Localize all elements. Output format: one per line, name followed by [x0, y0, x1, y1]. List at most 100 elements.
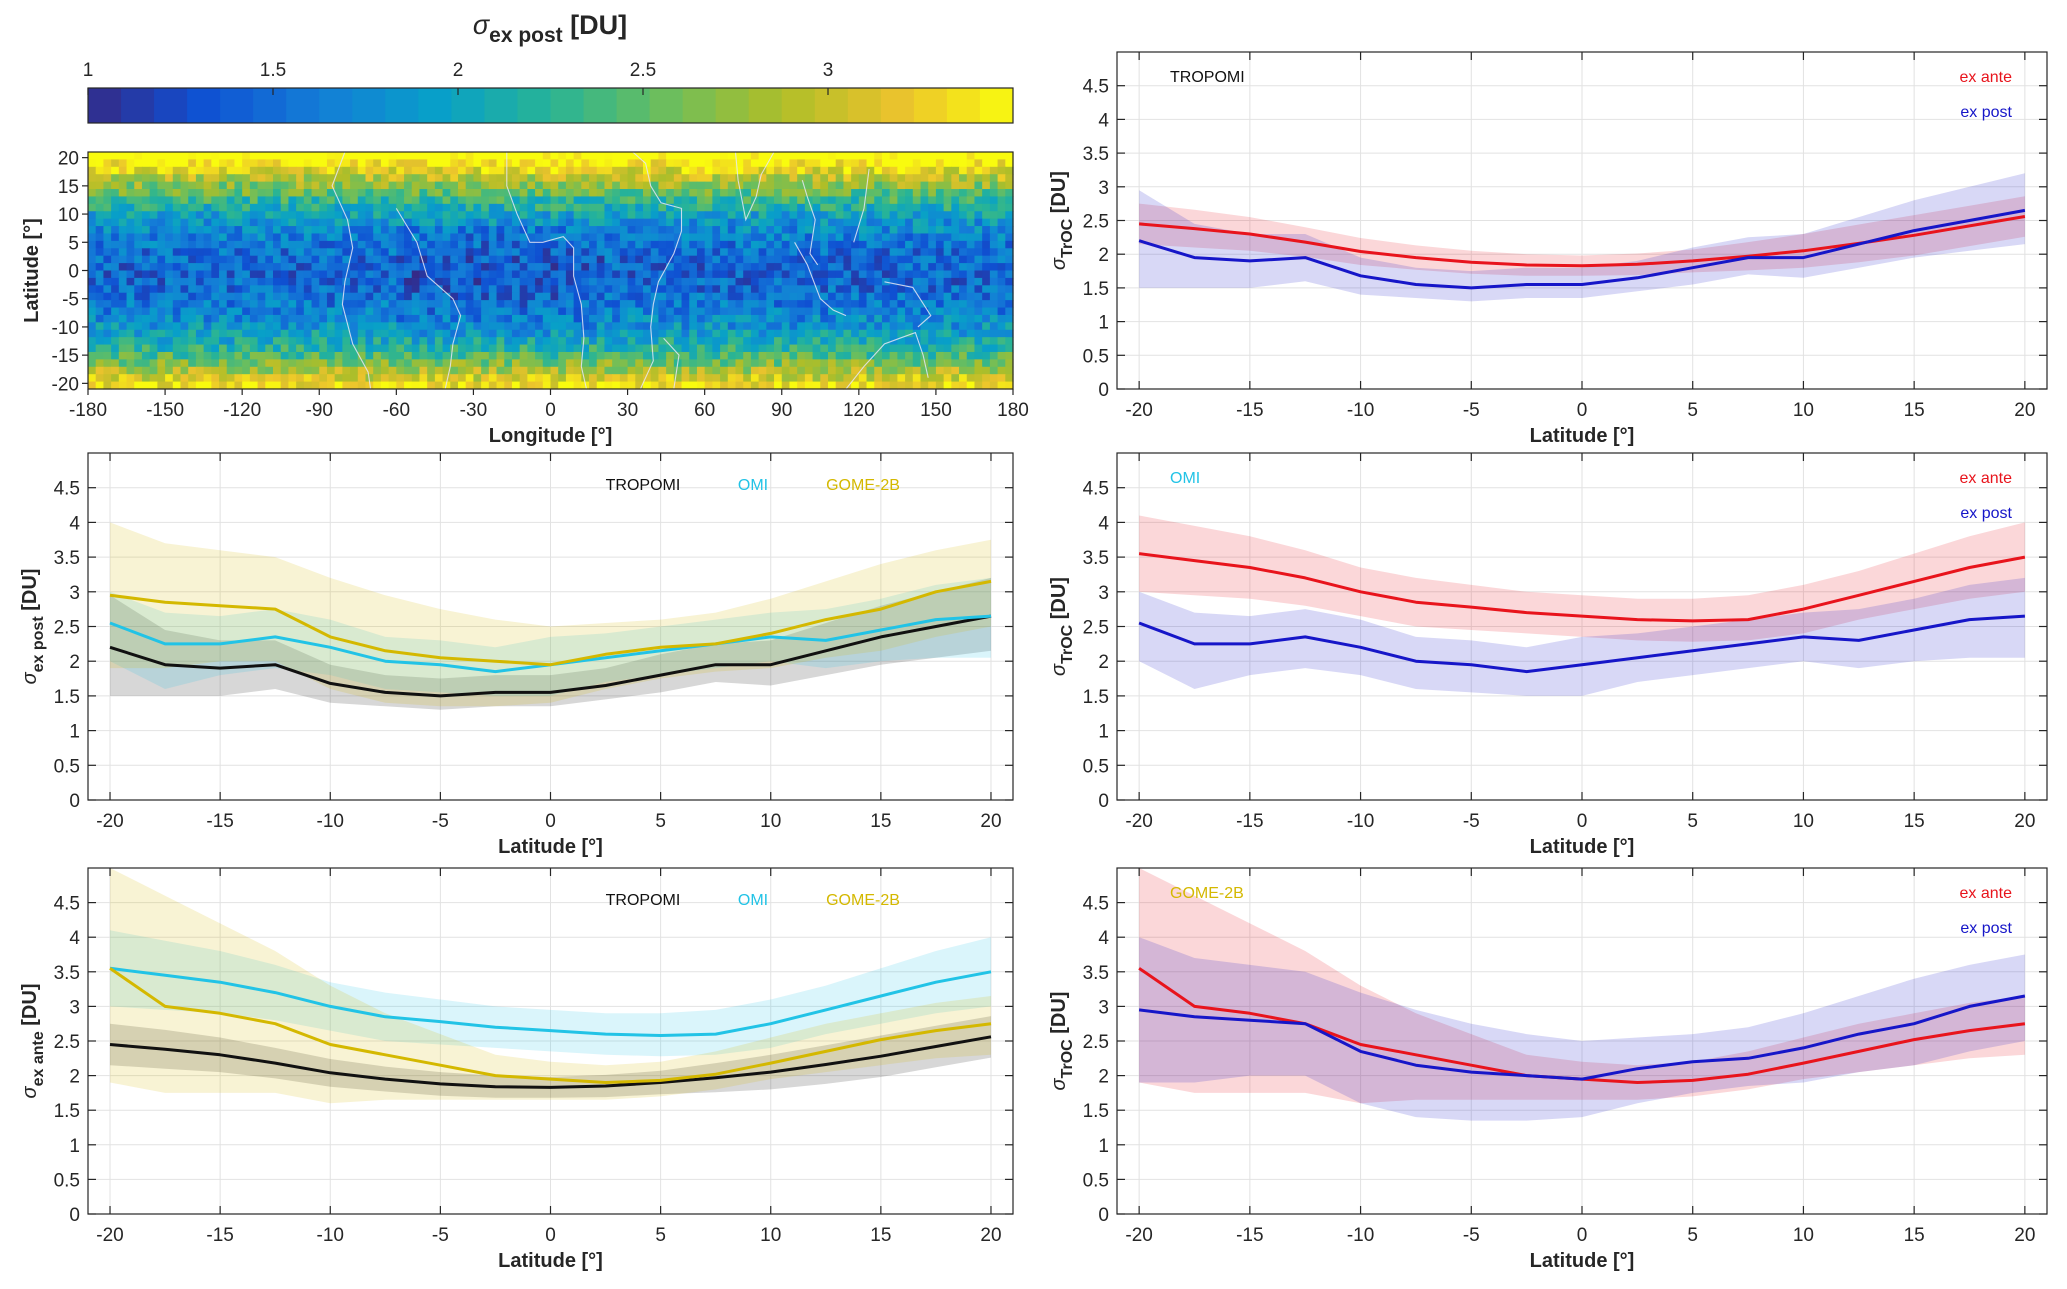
map-cell — [789, 337, 798, 346]
map-cell — [766, 307, 775, 316]
map-cell — [720, 218, 729, 227]
map-cell — [727, 263, 737, 272]
map-cell — [612, 307, 621, 316]
map-cell — [334, 277, 343, 286]
map-cell — [527, 322, 536, 331]
map-cell — [188, 248, 197, 257]
map-cell — [311, 211, 320, 220]
map-cell — [473, 263, 482, 272]
map-cell — [1005, 203, 1014, 212]
map-cell — [542, 211, 552, 220]
map-cell — [897, 374, 906, 383]
map-cell — [365, 255, 374, 264]
map-cell — [766, 351, 775, 360]
map-cell — [774, 307, 783, 316]
map-cell — [542, 292, 552, 301]
map-cell — [820, 277, 829, 286]
map-cell — [951, 314, 960, 323]
map-cell — [997, 211, 1006, 220]
map-cell — [789, 174, 798, 183]
map-cell — [88, 277, 97, 286]
map-cell — [666, 174, 675, 183]
map-cell — [912, 152, 922, 161]
map-cell — [296, 233, 305, 242]
map-cell — [820, 255, 829, 264]
map-cell — [288, 344, 297, 353]
map-cell — [843, 174, 852, 183]
map-cell — [558, 351, 567, 360]
map-cell — [820, 307, 829, 316]
map-cell — [920, 240, 929, 249]
y-tick-label: 1 — [69, 722, 80, 743]
map-cell — [596, 366, 606, 375]
map-y-tick-label: 20 — [58, 149, 79, 170]
y-tick-label: 3.5 — [54, 963, 80, 984]
map-cell — [126, 307, 135, 316]
map-cell — [450, 270, 459, 279]
map-cell — [273, 381, 282, 390]
map-cell — [373, 152, 382, 161]
map-cell — [1005, 329, 1014, 338]
map-cell — [696, 381, 706, 390]
map-cell — [897, 314, 906, 323]
map-x-tick-label: -120 — [223, 400, 261, 421]
map-cell — [828, 218, 837, 227]
map-cell — [342, 159, 351, 168]
map-cell — [835, 307, 845, 316]
map-cell — [889, 196, 898, 205]
map-cell — [712, 337, 721, 346]
map-cell — [550, 292, 559, 301]
map-cell — [280, 233, 290, 242]
map-cell — [450, 196, 459, 205]
map-cell — [789, 374, 798, 383]
map-cell — [126, 181, 135, 190]
map-cell — [504, 344, 513, 353]
x-tick-label: -5 — [432, 811, 449, 832]
map-cell — [504, 351, 513, 360]
map-cell — [689, 270, 698, 279]
map-cell — [95, 166, 105, 175]
map-cell — [380, 300, 390, 309]
map-cell — [473, 240, 482, 249]
map-cell — [673, 255, 683, 264]
map-cell — [519, 344, 528, 353]
map-cell — [912, 211, 922, 220]
map-cell — [874, 255, 883, 264]
map-cell — [165, 277, 174, 286]
map-cell — [419, 374, 428, 383]
map-cell — [673, 248, 683, 257]
map-cell — [619, 374, 629, 383]
map-cell — [141, 189, 151, 198]
map-cell — [141, 374, 151, 383]
map-cell — [581, 263, 590, 272]
map-cell — [180, 233, 189, 242]
map-cell — [658, 174, 667, 183]
map-cell — [581, 196, 590, 205]
map-cell — [342, 174, 351, 183]
map-cell — [88, 159, 97, 168]
map-cell — [404, 329, 413, 338]
map-cell — [774, 152, 783, 161]
map-cell — [604, 189, 613, 198]
map-cell — [627, 285, 636, 294]
map-cell — [750, 203, 760, 212]
map-cell — [427, 166, 436, 175]
map-cell — [935, 211, 945, 220]
map-cell — [804, 159, 814, 168]
map-cell — [889, 181, 898, 190]
map-cell — [704, 174, 713, 183]
map-cell — [388, 226, 397, 235]
map-cell — [604, 174, 613, 183]
y-tick-label: 0.5 — [54, 756, 80, 777]
map-cell — [511, 159, 521, 168]
map-cell — [989, 292, 999, 301]
map-cell — [704, 381, 713, 390]
map-cell — [165, 218, 174, 227]
map-cell — [997, 277, 1006, 286]
map-cell — [265, 307, 274, 316]
map-cell — [242, 277, 251, 286]
map-cell — [396, 285, 405, 294]
map-cell — [141, 248, 151, 257]
map-x-tick-label: 0 — [545, 400, 556, 421]
map-cell — [118, 226, 128, 235]
